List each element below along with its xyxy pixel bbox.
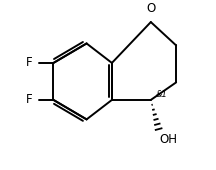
Text: F: F bbox=[25, 56, 32, 69]
Text: OH: OH bbox=[159, 133, 177, 146]
Text: F: F bbox=[25, 94, 32, 106]
Text: &1: &1 bbox=[156, 90, 168, 99]
Text: O: O bbox=[146, 2, 156, 15]
